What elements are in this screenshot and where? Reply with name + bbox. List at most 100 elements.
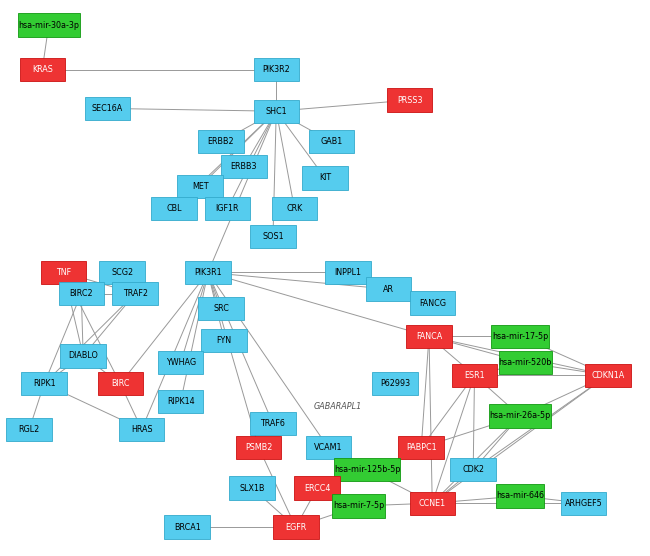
Text: RIPK1: RIPK1 <box>33 379 55 388</box>
Text: HRAS: HRAS <box>131 425 153 434</box>
FancyBboxPatch shape <box>185 261 231 284</box>
FancyBboxPatch shape <box>272 197 317 220</box>
Text: GABARAPL1: GABARAPL1 <box>314 403 362 411</box>
FancyBboxPatch shape <box>334 458 400 481</box>
FancyBboxPatch shape <box>202 329 247 352</box>
Text: CCNE1: CCNE1 <box>419 499 446 508</box>
FancyBboxPatch shape <box>21 372 67 395</box>
FancyBboxPatch shape <box>205 197 250 220</box>
FancyBboxPatch shape <box>158 351 203 374</box>
Text: RIPK14: RIPK14 <box>167 397 194 406</box>
Text: PSMB2: PSMB2 <box>245 443 272 452</box>
Text: KIT: KIT <box>319 173 331 182</box>
Text: hsa-mir-17-5p: hsa-mir-17-5p <box>492 332 548 341</box>
Text: YWHAG: YWHAG <box>166 358 196 367</box>
Text: SCG2: SCG2 <box>111 268 133 277</box>
FancyBboxPatch shape <box>236 436 281 459</box>
Text: PIK3R2: PIK3R2 <box>263 65 290 74</box>
FancyBboxPatch shape <box>372 372 418 395</box>
Text: DIABLO: DIABLO <box>68 351 98 360</box>
Text: SLX1B: SLX1B <box>239 484 265 493</box>
FancyBboxPatch shape <box>99 261 145 284</box>
FancyBboxPatch shape <box>585 364 630 387</box>
FancyBboxPatch shape <box>450 458 496 481</box>
Text: SHC1: SHC1 <box>265 107 287 116</box>
FancyBboxPatch shape <box>198 130 244 153</box>
FancyBboxPatch shape <box>306 436 351 459</box>
FancyBboxPatch shape <box>410 492 455 515</box>
FancyBboxPatch shape <box>325 261 370 284</box>
FancyBboxPatch shape <box>250 225 296 248</box>
FancyBboxPatch shape <box>158 390 203 413</box>
Text: GAB1: GAB1 <box>320 137 343 146</box>
Text: IGF1R: IGF1R <box>216 204 239 213</box>
Text: EGFR: EGFR <box>285 523 306 532</box>
Text: CDKN1A: CDKN1A <box>591 371 625 380</box>
FancyBboxPatch shape <box>302 166 348 190</box>
Text: ARHGEF5: ARHGEF5 <box>565 499 603 508</box>
Text: FANCG: FANCG <box>419 299 446 307</box>
Text: MET: MET <box>192 182 209 191</box>
FancyBboxPatch shape <box>18 13 80 37</box>
FancyBboxPatch shape <box>177 175 223 198</box>
Text: TRAF6: TRAF6 <box>261 419 285 428</box>
Text: hsa-mir-125b-5p: hsa-mir-125b-5p <box>334 465 400 474</box>
Text: hsa-mir-7-5p: hsa-mir-7-5p <box>333 502 384 510</box>
Text: hsa-mir-520b: hsa-mir-520b <box>499 358 552 367</box>
FancyBboxPatch shape <box>198 297 244 320</box>
FancyBboxPatch shape <box>151 197 197 220</box>
FancyBboxPatch shape <box>406 325 452 348</box>
Text: FYN: FYN <box>216 336 232 345</box>
FancyBboxPatch shape <box>112 282 158 305</box>
Text: KRAS: KRAS <box>32 65 53 74</box>
Text: CDK2: CDK2 <box>462 465 484 474</box>
Text: AR: AR <box>384 285 394 294</box>
FancyBboxPatch shape <box>164 515 210 539</box>
FancyBboxPatch shape <box>366 277 411 301</box>
Text: CRK: CRK <box>286 204 302 213</box>
Text: INPPL1: INPPL1 <box>334 268 361 277</box>
FancyBboxPatch shape <box>499 351 552 374</box>
FancyBboxPatch shape <box>452 364 497 387</box>
FancyBboxPatch shape <box>221 155 266 178</box>
FancyBboxPatch shape <box>398 436 444 459</box>
Text: ESR1: ESR1 <box>464 371 485 380</box>
Text: PIK3R1: PIK3R1 <box>194 268 222 277</box>
FancyBboxPatch shape <box>273 515 318 539</box>
Text: ERBB2: ERBB2 <box>208 137 234 146</box>
Text: SEC16A: SEC16A <box>92 104 123 113</box>
Text: hsa-mir-30a-3p: hsa-mir-30a-3p <box>18 21 79 29</box>
FancyBboxPatch shape <box>309 130 354 153</box>
FancyBboxPatch shape <box>58 282 104 305</box>
Text: SRC: SRC <box>213 304 229 313</box>
Text: TRAF2: TRAF2 <box>123 289 148 298</box>
Text: PRSS3: PRSS3 <box>396 96 422 105</box>
FancyBboxPatch shape <box>491 325 549 348</box>
Text: CBL: CBL <box>166 204 182 213</box>
Text: BIRC: BIRC <box>111 379 129 388</box>
FancyBboxPatch shape <box>410 291 455 315</box>
FancyBboxPatch shape <box>561 492 606 515</box>
FancyBboxPatch shape <box>496 484 544 508</box>
Text: ERCC4: ERCC4 <box>304 484 330 493</box>
FancyBboxPatch shape <box>254 100 299 123</box>
Text: hsa-mir-26a-5p: hsa-mir-26a-5p <box>489 411 551 420</box>
FancyBboxPatch shape <box>6 418 52 441</box>
Text: VCAM1: VCAM1 <box>314 443 343 452</box>
Text: hsa-mir-646: hsa-mir-646 <box>496 492 544 500</box>
FancyBboxPatch shape <box>41 261 86 284</box>
FancyBboxPatch shape <box>119 418 164 441</box>
FancyBboxPatch shape <box>489 404 551 428</box>
FancyBboxPatch shape <box>250 412 296 435</box>
FancyBboxPatch shape <box>387 88 432 112</box>
FancyBboxPatch shape <box>98 372 143 395</box>
FancyBboxPatch shape <box>84 97 130 120</box>
FancyBboxPatch shape <box>332 494 385 518</box>
FancyBboxPatch shape <box>254 58 299 81</box>
Text: TNF: TNF <box>56 268 72 277</box>
FancyBboxPatch shape <box>60 344 106 368</box>
Text: BRCA1: BRCA1 <box>174 523 201 532</box>
Text: ERBB3: ERBB3 <box>231 162 257 171</box>
Text: FANCA: FANCA <box>416 332 442 341</box>
Text: P62993: P62993 <box>380 379 410 388</box>
